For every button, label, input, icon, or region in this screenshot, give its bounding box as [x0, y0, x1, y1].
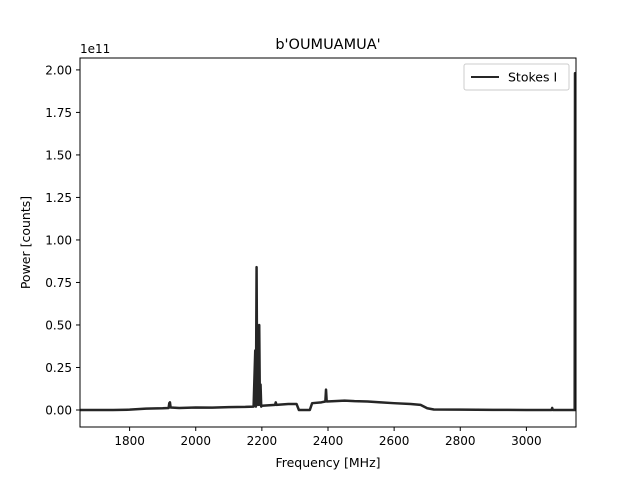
series-line-0 [80, 72, 576, 412]
y-tick-label: 1.75 [45, 106, 72, 120]
x-axis: 1800 2000 2200 2400 2600 2800 3000 [114, 427, 542, 448]
y-tick-label: 1.00 [45, 233, 72, 247]
y-tick-label: 1.25 [45, 191, 72, 205]
x-tick-label: 1800 [114, 434, 145, 448]
y-axis-label: Power [counts] [18, 196, 33, 289]
y-axis: 0.00 0.25 0.50 0.75 1.00 1.25 1.50 1.75 2.00 [45, 63, 80, 417]
legend: Stokes I [463, 63, 570, 91]
chart-title: b'OUMUAMUA' [275, 37, 380, 53]
y-offset-label: 1e11 [80, 42, 110, 56]
plot-frame [79, 57, 577, 428]
x-axis-label: Frequency [MHz] [275, 455, 380, 470]
x-tick-label: 3000 [511, 434, 542, 448]
series-layer [80, 72, 576, 412]
x-tick-label: 2400 [313, 434, 344, 448]
legend-box [463, 63, 570, 91]
y-tick-label: 0.50 [45, 318, 72, 332]
y-tick-label: 0.75 [45, 276, 72, 290]
x-tick-label: 2600 [379, 434, 410, 448]
x-tick-label: 2000 [180, 434, 211, 448]
y-tick-label: 0.00 [45, 403, 72, 417]
y-tick-label: 1.50 [45, 148, 72, 162]
y-tick-label: 0.25 [45, 361, 72, 375]
legend-entry-stokes-i: Stokes I [508, 70, 557, 85]
y-tick-label: 2.00 [45, 63, 72, 77]
x-tick-label: 2200 [247, 434, 278, 448]
x-tick-label: 2800 [445, 434, 476, 448]
